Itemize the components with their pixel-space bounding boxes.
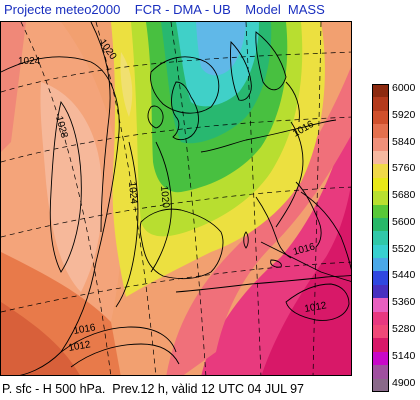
legend-row: [372, 97, 418, 111]
legend-label: 5140: [392, 349, 416, 362]
legend-row: 5140: [372, 349, 418, 366]
legend-swatch: [372, 137, 389, 151]
legend-row: [372, 231, 418, 245]
legend-swatch: [372, 365, 389, 379]
legend-row: 5920: [372, 108, 418, 125]
legend-row: 5280: [372, 323, 418, 339]
legend-label: 5360: [392, 296, 416, 309]
legend-swatch: [372, 338, 389, 352]
legend-row: 5840: [372, 135, 418, 151]
isobar-label: 1024: [126, 181, 139, 205]
legend-row: [372, 284, 418, 299]
page-title: Projecte meteo2000 FCR - DMA - UB Model …: [4, 2, 325, 17]
legend-row: [372, 365, 418, 379]
legend-row: [372, 338, 418, 352]
height-band-blue-core: [196, 22, 246, 76]
legend-row: 6000: [372, 82, 418, 98]
color-legend: 6000 5920 5840 5760 5680 5600 5520 5440 5360 5280…: [372, 82, 418, 392]
legend-row: [372, 177, 418, 192]
legend-swatch: [372, 97, 389, 111]
isobar-label: 1012: [304, 300, 328, 315]
legend-row: [372, 124, 418, 138]
legend-label: 5280: [392, 323, 416, 336]
legend-swatch: [372, 150, 389, 165]
legend-swatch: [372, 217, 389, 232]
isobar-label: 1024: [18, 56, 41, 67]
legend-row: 5680: [372, 189, 418, 205]
legend-swatch: [372, 378, 389, 392]
legend-row: [372, 311, 418, 326]
legend-swatch: [372, 258, 389, 272]
legend-swatch: [372, 191, 389, 205]
legend-swatch: [372, 84, 389, 98]
legend-swatch: [372, 177, 389, 192]
legend-swatch: [372, 164, 389, 178]
legend-swatch: [372, 351, 389, 366]
legend-label: 6000: [392, 82, 416, 94]
legend-swatch: [372, 311, 389, 326]
legend-row: 5440: [372, 269, 418, 285]
legend-label: 5440: [392, 269, 416, 282]
legend-swatch: [372, 298, 389, 312]
legend-row: [372, 150, 418, 165]
height-band-pink-light: [166, 66, 351, 375]
legend-swatch: [372, 110, 389, 125]
legend-label: 5920: [392, 108, 416, 121]
legend-row: 5520: [372, 242, 418, 259]
legend-swatch: [372, 271, 389, 285]
height-band-pink-west: [1, 22, 26, 152]
isobar-label: 1012: [68, 339, 92, 354]
isobars: [1, 22, 351, 375]
legend-swatch: [372, 231, 389, 245]
legend-row: [372, 204, 418, 218]
graticule: [1, 22, 351, 375]
legend-swatch: [372, 325, 389, 339]
legend-label: 5840: [392, 135, 416, 148]
height-band-pink: [261, 184, 351, 375]
height-band-orange-deep: [1, 302, 80, 375]
legend-swatch: [372, 284, 389, 299]
legend-swatch: [372, 204, 389, 218]
legend-row: [372, 258, 418, 272]
legend-swatch: [372, 244, 389, 259]
legend-row: 4900: [372, 376, 418, 392]
legend-row: 5360: [372, 296, 418, 312]
map-caption: P. sfc - H 500 hPa. Prev.12 h, vàlid 12 …: [2, 382, 305, 396]
legend-label: 5760: [392, 162, 416, 175]
legend-label: 5600: [392, 215, 416, 228]
legend-swatch: [372, 124, 389, 138]
isobar-label: 1020: [158, 185, 171, 209]
legend-label: 5680: [392, 189, 416, 202]
height-band-light-tongue: [120, 52, 133, 117]
legend-label: 4900: [392, 376, 416, 389]
weather-map: 1024 1020 1028 1024 1020 1016 1016 1016 …: [0, 21, 352, 376]
legend-row: 5760: [372, 162, 418, 178]
legend-row: 5600: [372, 215, 418, 232]
legend-label: 5520: [392, 242, 416, 255]
isobar-label: 1016: [73, 322, 97, 337]
